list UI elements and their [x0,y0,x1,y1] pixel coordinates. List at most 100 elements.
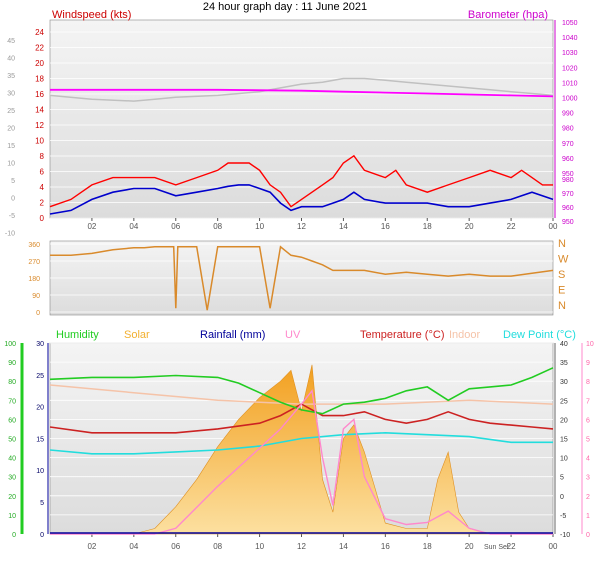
baro-y-tick-label: 1050 [562,20,578,27]
wind-alt-y-tick-label: 35 [7,73,15,80]
uv-y-tick-label: 1 [586,513,590,520]
uv-y-tick-label: 10 [586,341,594,348]
x-tick-label: 16 [381,542,390,551]
x-tick-label: 20 [465,542,474,551]
compass-tick-label: W [558,254,569,266]
wind-alt-y-tick-label: 40 [7,56,15,63]
uv-y-tick-label: 3 [586,475,590,482]
x-tick-label: 12 [297,542,306,551]
wind-y-tick-label: 18 [35,75,44,84]
legend-entry: Solar [124,329,150,341]
solar-y-tick-label: 5 [40,500,44,507]
wind-alt-y-tick-label: -5 [9,213,15,220]
baro-y-tick-label: 970 [562,141,574,148]
wind-y-tick-label: 0 [40,214,45,223]
humidity-y-tick-label: 90 [8,360,16,367]
wind-y-tick-label: 14 [35,106,44,115]
humidity-y-tick-label: 30 [8,475,16,482]
series-avgwind [49,184,554,215]
series-humidity [49,367,554,415]
x-tick-label: 00 [549,542,558,551]
series-gust [49,154,553,208]
baro-y-tick-label: 1020 [562,65,578,72]
x-tick-label: 06 [171,542,180,551]
uv-y-tick-label: 6 [586,417,590,424]
temp-y-tick-label: 30 [560,379,568,386]
windspeed-axis-label: Windspeed (kts) [52,9,131,21]
temp-y-tick-label: 10 [560,456,568,463]
humidity-y-tick-label: 60 [8,417,16,424]
dir-y-tick-label: 90 [32,293,40,300]
solar-y-tick-label: 15 [36,436,44,443]
x-tick-label: 02 [87,542,96,551]
solar-y-tick-label: 10 [36,468,44,475]
x-tick-label: 14 [339,542,348,551]
uv-y-tick-label: 2 [586,494,590,501]
wind-y-tick-label: 2 [40,199,45,208]
x-tick-label: 14 [339,222,348,231]
solar-y-tick-label: 0 [40,532,44,539]
temp-y-tick-label: -10 [560,532,570,539]
wind-y-tick-label: 20 [35,59,44,68]
wind-alt-y-tick-label: 30 [7,91,15,98]
wind-alt-y-tick-label: 0 [11,196,15,203]
uv-y-tick-label: 7 [586,398,590,405]
baro-y-tick-label: 1040 [562,35,578,42]
compass-tick-label: S [558,269,565,281]
dir-y-tick-label: 180 [28,276,40,283]
solar-y-tick-label: 20 [36,405,44,412]
temp-y-tick-label: 15 [560,437,568,444]
baro-y-tick-label: 950 [562,171,574,178]
humidity-y-tick-label: 40 [8,456,16,463]
baro-lower-tick-label: 980 [562,177,574,184]
wind-alt-y-tick-label: 15 [7,143,15,150]
solar-y-tick-label: 30 [36,341,44,348]
wind-panel [49,19,554,219]
series-uv [50,389,553,535]
wind-y-tick-label: 10 [35,137,44,146]
humidity-y-tick-label: 80 [8,379,16,386]
legend-entry: UV [285,329,301,341]
wind-y-tick-label: 24 [35,28,44,37]
dir-y-tick-label: 360 [28,242,40,249]
uv-y-tick-label: 0 [586,532,590,539]
barometer-axis-label: Barometer (hpa) [468,9,548,21]
temp-y-tick-label: 5 [560,475,564,482]
compass-tick-label: N [558,300,566,312]
series-temperature [49,403,554,434]
x-tick-label: 04 [129,542,138,551]
temp-y-tick-label: 20 [560,417,568,424]
x-tick-label: 20 [465,222,474,231]
wind-y-tick-label: 8 [40,152,45,161]
baro-y-tick-label: 1010 [562,80,578,87]
x-tick-label: 08 [213,542,222,551]
humidity-y-tick-label: 70 [8,398,16,405]
humidity-y-tick-label: 50 [8,437,16,444]
temp-y-tick-label: 25 [560,398,568,405]
humidity-y-tick-label: 10 [8,513,16,520]
dir-y-tick-label: 0 [36,310,40,317]
series-wind-direction [50,245,554,311]
series-barometer-prev [49,77,554,102]
uv-y-tick-label: 4 [586,456,590,463]
x-tick-label: 00 [549,222,558,231]
chart-title: 24 hour graph day : 11 June 2021 [203,1,367,13]
uv-y-tick-label: 5 [586,437,590,444]
baro-y-tick-label: 1030 [562,50,578,57]
wind-y-tick-label: 6 [40,168,45,177]
solar-y-tick-label: 25 [36,373,44,380]
baro-lower-tick-label: 960 [562,205,574,212]
dir-y-tick-label: 270 [28,259,40,266]
legend-entry: Dew Point (°C) [503,329,576,341]
x-tick-label: 10 [255,542,264,551]
wind-y-tick-label: 22 [35,44,44,53]
baro-y-tick-label: 1000 [562,96,578,103]
baro-lower-tick-label: 970 [562,191,574,198]
wind-alt-y-tick-label: 45 [7,38,15,45]
x-tick-label: 18 [423,542,432,551]
legend-entry: Indoor [449,329,481,341]
compass-tick-label: E [558,285,565,297]
legend-entry: Rainfall (mm) [200,329,265,341]
compass-tick-label: N [558,238,566,250]
